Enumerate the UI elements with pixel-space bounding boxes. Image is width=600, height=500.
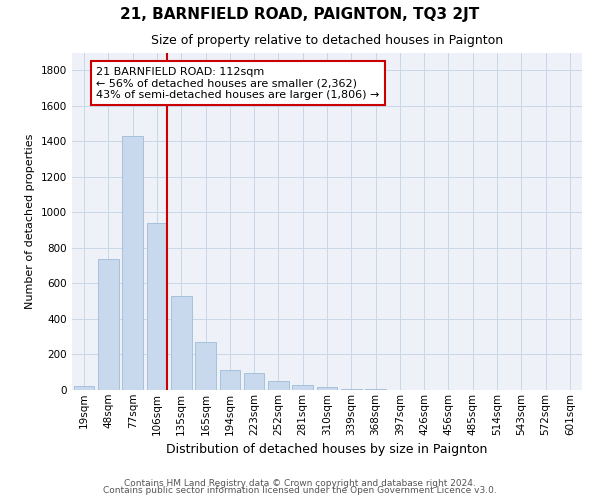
Text: 21, BARNFIELD ROAD, PAIGNTON, TQ3 2JT: 21, BARNFIELD ROAD, PAIGNTON, TQ3 2JT: [121, 8, 479, 22]
Bar: [244, 373, 265, 390]
Bar: [195, 342, 216, 390]
Bar: [292, 385, 313, 390]
Bar: [317, 387, 337, 390]
Bar: [98, 258, 119, 390]
Bar: [341, 389, 362, 390]
Title: Size of property relative to detached houses in Paignton: Size of property relative to detached ho…: [151, 34, 503, 47]
Bar: [220, 370, 240, 390]
X-axis label: Distribution of detached houses by size in Paignton: Distribution of detached houses by size …: [166, 443, 488, 456]
Bar: [122, 136, 143, 390]
Text: Contains HM Land Registry data © Crown copyright and database right 2024.: Contains HM Land Registry data © Crown c…: [124, 478, 476, 488]
Text: Contains public sector information licensed under the Open Government Licence v3: Contains public sector information licen…: [103, 486, 497, 495]
Bar: [171, 296, 191, 390]
Y-axis label: Number of detached properties: Number of detached properties: [25, 134, 35, 309]
Bar: [268, 381, 289, 390]
Text: 21 BARNFIELD ROAD: 112sqm
← 56% of detached houses are smaller (2,362)
43% of se: 21 BARNFIELD ROAD: 112sqm ← 56% of detac…: [96, 66, 380, 100]
Bar: [146, 223, 167, 390]
Bar: [74, 386, 94, 390]
